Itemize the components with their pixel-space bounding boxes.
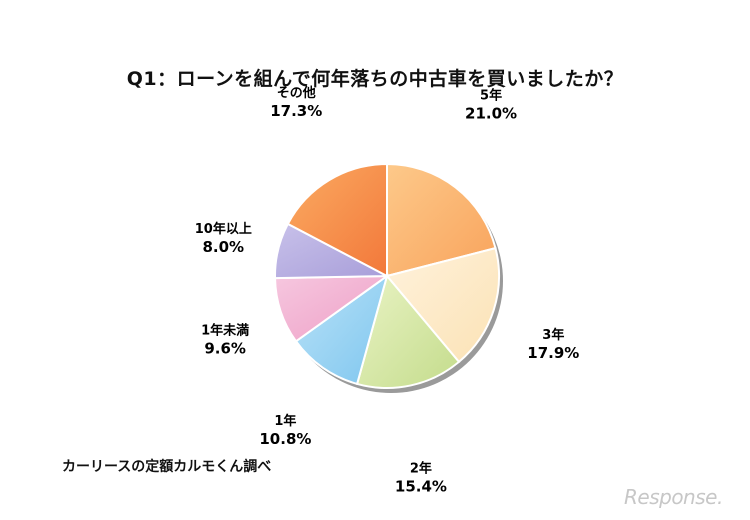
slice-label-0: 5年 — [480, 88, 502, 104]
pie-slices — [274, 162, 500, 389]
response-logo: Response. — [624, 485, 723, 509]
pie-slice-2 — [355, 273, 461, 389]
slice-value-0: 21.0% — [465, 105, 517, 123]
slice-value-5: 8.0% — [202, 238, 244, 256]
pie-slice-0 — [386, 162, 497, 278]
pie-slice-3 — [294, 273, 389, 386]
chart-title: Q1：ローンを組んで何年落ちの中古車を買いましたか？ — [126, 68, 624, 90]
slice-label-2: 2年 — [410, 460, 432, 476]
pie-slice-1 — [385, 246, 500, 364]
slice-value-3: 10.8% — [259, 430, 311, 448]
slice-label-3: 1年 — [274, 413, 296, 429]
slice-value-2: 15.4% — [395, 477, 447, 495]
slice-label-6: その他 — [277, 85, 316, 101]
slice-label-1: 3年 — [542, 327, 564, 343]
slice-label-5: 10年以上 — [195, 221, 252, 237]
slice-value-6: 17.3% — [270, 102, 322, 120]
slice-value-4: 9.6% — [204, 339, 246, 357]
slice-value-1: 17.9% — [527, 344, 579, 362]
slice-label-4: 1年未満 — [201, 322, 249, 338]
pie-slice-6 — [286, 162, 388, 278]
source-note: カーリースの定額カルモくん調べ — [62, 459, 272, 475]
